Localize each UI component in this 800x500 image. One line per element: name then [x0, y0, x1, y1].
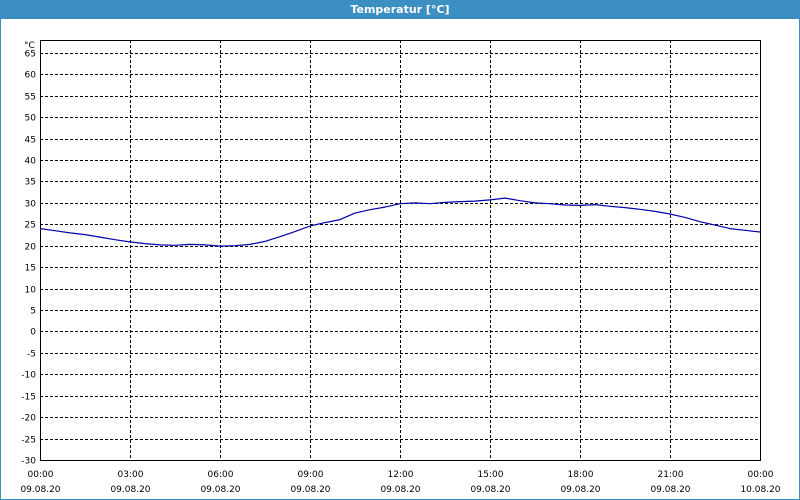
- y-axis-unit-label: °C: [24, 41, 35, 51]
- x-tick-label-time: 18:00: [568, 470, 594, 480]
- y-tick-label: -15: [21, 393, 36, 403]
- y-tick-label: -25: [21, 436, 36, 446]
- y-tick-label: 35: [25, 178, 36, 188]
- y-tick-label: 10: [25, 286, 37, 296]
- x-axis-tick-labels: 00:00 09.08.20 03:00 09.08.20 06:00 09.08.20 0…: [20, 470, 780, 495]
- x-tick-label-date: 10.08.20: [740, 485, 780, 495]
- x-tick-label-date: 09.08.20: [20, 485, 60, 495]
- y-tick-label: -5: [27, 350, 36, 360]
- y-tick-label: 60: [25, 71, 37, 81]
- y-tick-label: 40: [25, 157, 37, 167]
- x-tick-label-time: 12:00: [388, 470, 414, 480]
- x-tick-label-time: 00:00: [748, 470, 774, 480]
- x-tick-label-date: 09.08.20: [110, 485, 150, 495]
- y-tick-label: 55: [25, 93, 36, 103]
- x-tick-label-time: 09:00: [298, 470, 324, 480]
- y-tick-label: -30: [21, 457, 36, 467]
- y-tick-label: 5: [30, 307, 36, 317]
- x-tick-label-date: 09.08.20: [560, 485, 600, 495]
- y-tick-label: 65: [25, 50, 36, 60]
- series-group: [39, 197, 761, 247]
- y-tick-label: 45: [25, 136, 36, 146]
- y-tick-label: 15: [25, 264, 36, 274]
- x-tick-label-date: 09.08.20: [290, 485, 330, 495]
- y-tick-label: 50: [25, 114, 37, 124]
- x-tick-label-time: 00:00: [28, 470, 54, 480]
- y-tick-label: 30: [25, 200, 37, 210]
- x-tick-label-date: 09.08.20: [380, 485, 420, 495]
- temperature-series-line: [39, 197, 761, 247]
- y-tick-label: 25: [25, 221, 36, 231]
- x-tick-label-date: 09.08.20: [470, 485, 510, 495]
- x-tick-label-time: 03:00: [118, 470, 144, 480]
- x-tick-label-time: 06:00: [208, 470, 234, 480]
- y-axis-tick-labels: 65605550454035302520151050-5-10-15-20-25…: [21, 50, 36, 467]
- x-tick-label-date: 09.08.20: [200, 485, 240, 495]
- gridlines: [40, 40, 760, 460]
- plot-area-border: [40, 40, 761, 461]
- y-tick-label: -10: [21, 371, 36, 381]
- x-tick-label-date: 09.08.20: [650, 485, 690, 495]
- y-tick-label: -20: [21, 414, 36, 424]
- y-tick-label: 0: [30, 328, 36, 338]
- x-tick-label-time: 15:00: [478, 470, 504, 480]
- y-tick-label: 20: [25, 243, 37, 253]
- x-tick-label-time: 21:00: [658, 470, 684, 480]
- chart-title: Temperatur [°C]: [1, 1, 799, 19]
